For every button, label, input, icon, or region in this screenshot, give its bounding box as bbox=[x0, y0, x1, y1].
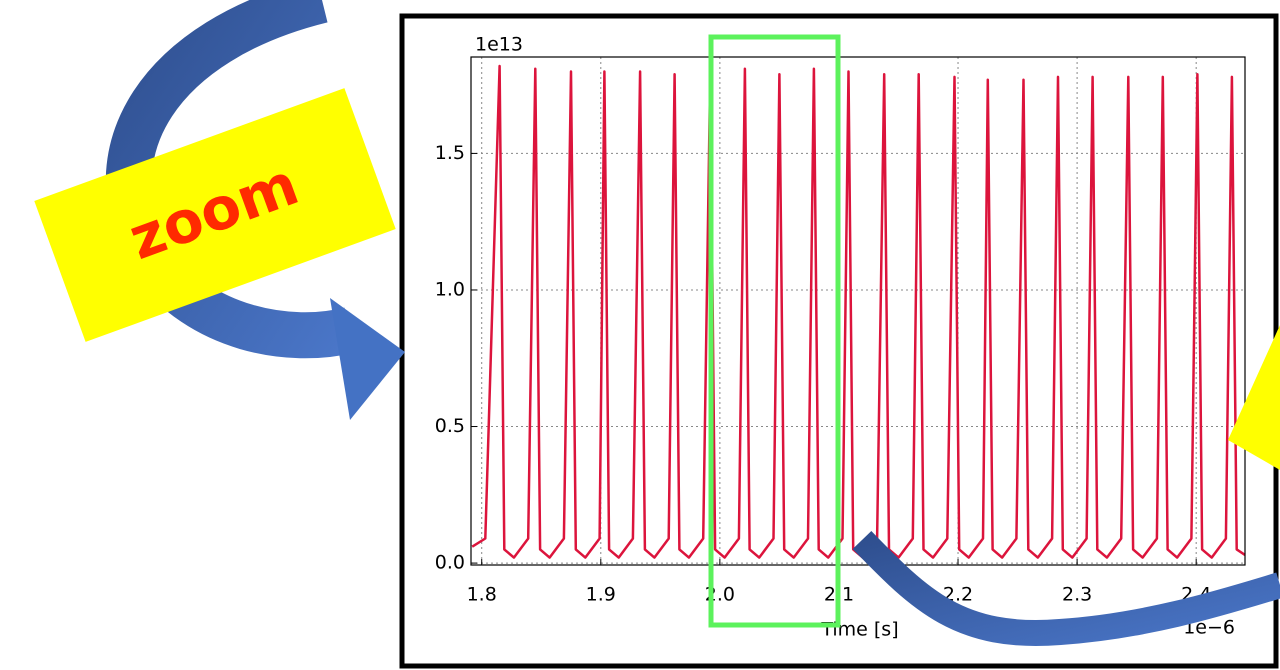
arrow-head bbox=[330, 298, 405, 420]
x-tick-label: 1.8 bbox=[467, 584, 497, 606]
chart: 0.00.51.01.51.8 1.9 2.0 2.1 2.2 2.3 2.41e131e−… bbox=[435, 34, 1246, 641]
x-axis-label: Time [s] bbox=[820, 619, 898, 641]
overlay: zoom bbox=[34, 0, 1280, 646]
label-box-right bbox=[1228, 325, 1280, 470]
y-tick-label: 1.5 bbox=[435, 142, 465, 164]
y-offset-label: 1e13 bbox=[475, 34, 523, 56]
y-tick-label: 0.5 bbox=[435, 415, 465, 437]
x-tick-label: 2.3 bbox=[1062, 584, 1092, 606]
axes-border bbox=[470, 56, 1246, 566]
zoom-label: zoom bbox=[34, 88, 396, 342]
y-tick-label: 0.0 bbox=[435, 552, 465, 574]
arrow-right bbox=[852, 530, 1280, 646]
zoom-window bbox=[708, 34, 841, 628]
label-box bbox=[34, 88, 396, 342]
x-tick-label: 1.9 bbox=[586, 584, 616, 606]
y-tick-label: 1.0 bbox=[435, 278, 465, 300]
